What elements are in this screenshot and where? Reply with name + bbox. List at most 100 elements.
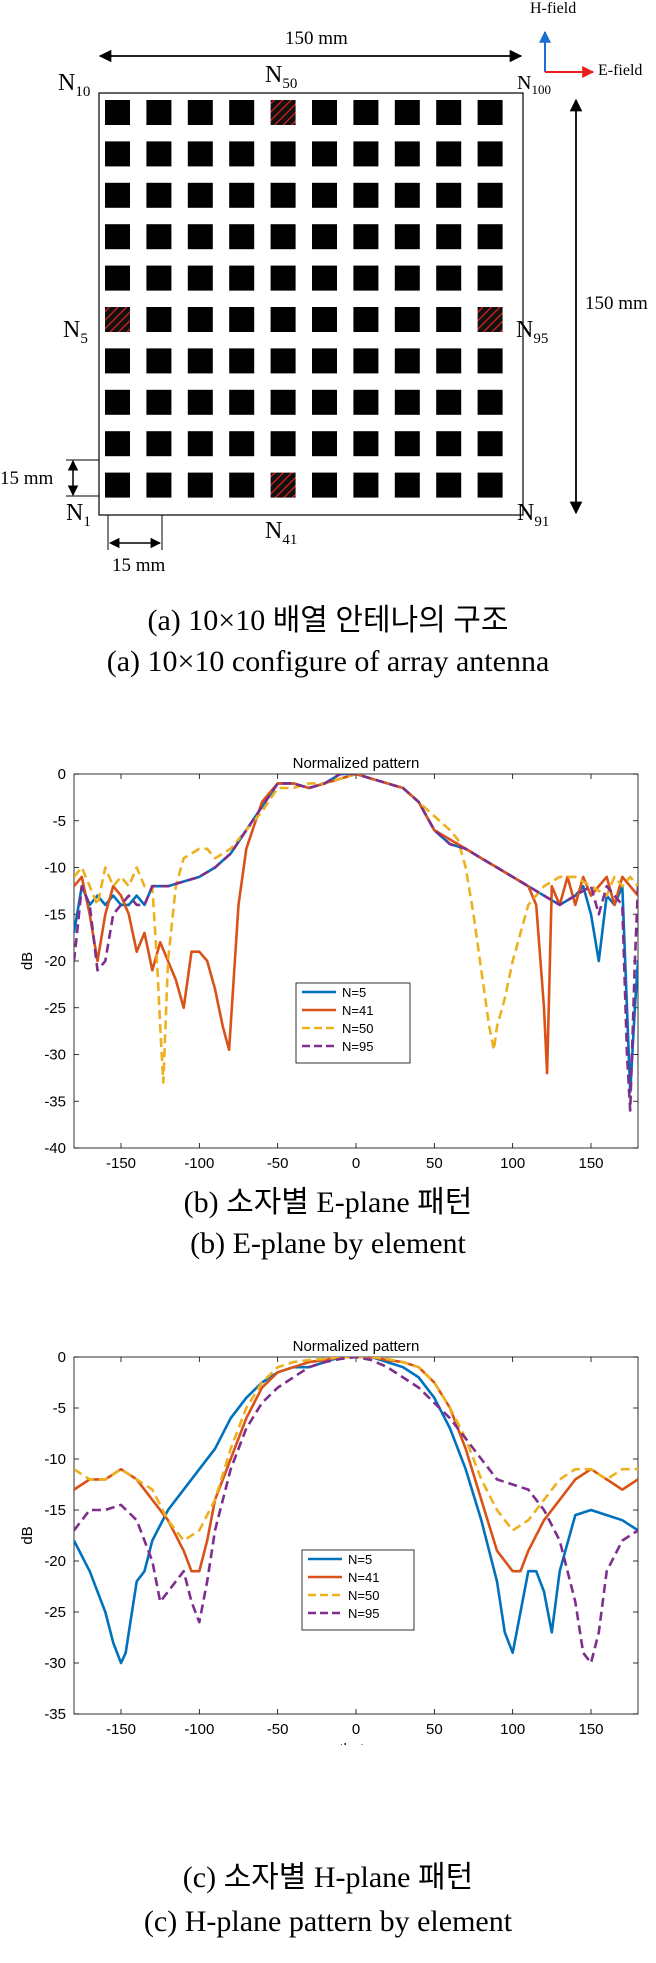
patch-element [187, 389, 213, 415]
highlighted-patch-element [105, 307, 130, 332]
x-axis-label: theta [339, 1741, 373, 1745]
patch-element [312, 389, 337, 415]
label-n91: N91 [517, 500, 550, 530]
label-n1: N1 [66, 500, 91, 530]
patch-element [353, 265, 379, 291]
patch-element [187, 141, 213, 167]
patch-element [436, 389, 462, 415]
patch-element [477, 265, 503, 291]
y-tick-label: -20 [44, 953, 66, 970]
patch-element [146, 389, 172, 415]
patch-element [477, 431, 503, 457]
x-tick-label: 50 [426, 1721, 443, 1738]
chart-title: Normalized pattern [293, 755, 420, 772]
x-tick-label: 0 [352, 1155, 360, 1172]
patch-element [270, 224, 296, 250]
patch-element [229, 307, 255, 332]
patch-element [312, 307, 337, 332]
patch-element [477, 472, 503, 498]
plot-area [73, 1356, 639, 1715]
patch-element [270, 265, 296, 291]
x-tick-label: -100 [184, 1721, 214, 1738]
x-tick-label: 100 [500, 1155, 525, 1172]
patch-element [436, 472, 462, 498]
cell-dim-v-label: 15 mm [0, 468, 54, 489]
patch-element [187, 182, 213, 208]
series-line-n-41 [74, 1357, 638, 1573]
patch-element [353, 100, 379, 125]
patch-element [394, 182, 420, 208]
patch-element [105, 182, 130, 208]
patch-element [229, 348, 255, 374]
x-tick-label: -150 [106, 1721, 136, 1738]
patch-element [105, 100, 130, 125]
series-line-n-5 [74, 774, 638, 1094]
y-axis-label: dB [19, 1526, 36, 1544]
x-tick-label: 50 [426, 1155, 443, 1172]
patch-grid [105, 100, 503, 498]
series-line-n-50 [74, 1357, 638, 1542]
patch-element [312, 348, 337, 374]
legend-entry: N=50 [348, 1588, 379, 1603]
x-tick-label: 150 [578, 1155, 603, 1172]
series-line-n-95 [74, 774, 638, 1112]
patch-element [229, 224, 255, 250]
patch-element [146, 265, 172, 291]
patch-element [312, 141, 337, 167]
patch-element [436, 265, 462, 291]
patch-element [229, 472, 255, 498]
patch-element [105, 265, 130, 291]
legend-entry: N=95 [348, 1606, 379, 1621]
patch-element [146, 182, 172, 208]
patch-element [312, 224, 337, 250]
highlighted-patch-element [270, 472, 296, 498]
patch-element [105, 224, 130, 250]
patch-element [146, 224, 172, 250]
patch-element [436, 307, 462, 332]
patch-element [394, 265, 420, 291]
patch-element [187, 265, 213, 291]
e-plane-chart: Normalized pattern -150 -100 -50 0 50 100 150 0 -… [19, 755, 639, 1172]
y-tick-label: -20 [44, 1553, 66, 1570]
patch-element [394, 141, 420, 167]
x-tick-label: -150 [106, 1155, 136, 1172]
patch-element [477, 100, 503, 125]
y-tick-label: -15 [44, 906, 66, 923]
patch-element [270, 389, 296, 415]
patch-element [229, 265, 255, 291]
caption-c-english: (c) H-plane pattern by element [143, 1905, 513, 1938]
y-tick-label: -10 [44, 860, 66, 877]
x-tick-label: -50 [267, 1721, 289, 1738]
series-line-n-5 [74, 1357, 638, 1665]
patch-element [187, 348, 213, 374]
patch-element [187, 224, 213, 250]
patch-element [146, 431, 172, 457]
y-tick-label: -35 [44, 1706, 66, 1723]
patch-element [105, 472, 130, 498]
plot-area [73, 773, 639, 1149]
legend-entry: N=41 [348, 1570, 379, 1585]
y-tick-label: -5 [53, 813, 66, 830]
x-tick-label: 100 [500, 1721, 525, 1738]
highlighted-patch-element [270, 100, 296, 125]
patch-element [353, 431, 379, 457]
patch-element [312, 431, 337, 457]
cell-dim-h-label: 15 mm [112, 555, 166, 576]
caption-b-english: (b) E-plane by element [190, 1227, 466, 1260]
patch-element [436, 224, 462, 250]
legend-entry: N=41 [342, 1003, 373, 1018]
y-tick-label: -5 [53, 1400, 66, 1417]
patch-element [146, 307, 172, 332]
patch-element [187, 100, 213, 125]
y-tick-label: -25 [44, 1604, 66, 1621]
patch-element [270, 141, 296, 167]
patch-element [146, 141, 172, 167]
label-n50: N50 [265, 62, 298, 92]
patch-element [146, 100, 172, 125]
patch-element [146, 348, 172, 374]
patch-element [146, 472, 172, 498]
patch-element [394, 472, 420, 498]
patch-element [229, 182, 255, 208]
patch-element [394, 431, 420, 457]
patch-element [394, 100, 420, 125]
